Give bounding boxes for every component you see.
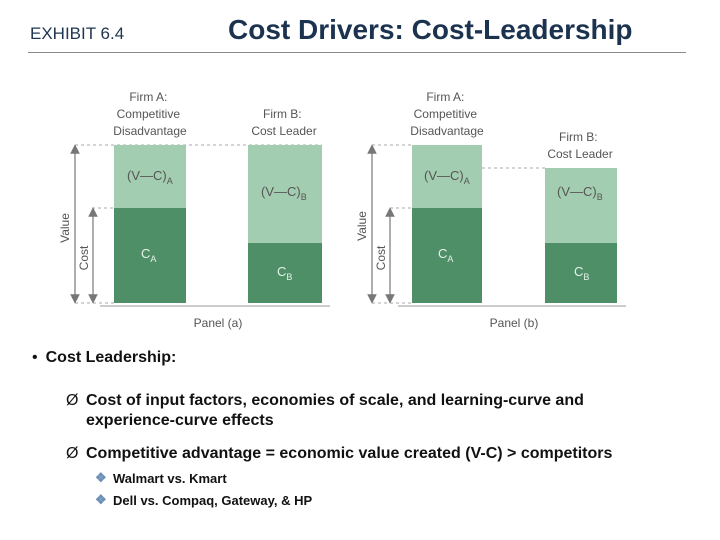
panel-b-caption: Panel (b) <box>490 316 539 330</box>
panel-a-firm-a-label: Firm A: Competitive Disadvantage <box>113 90 187 138</box>
bullet-dot-icon: • <box>32 349 38 366</box>
panel-a-c-b-label: CB <box>277 264 292 282</box>
panel-b-vc-b-label: (V—C)B <box>557 184 603 202</box>
panel-a-firm-a-value-bar <box>114 145 186 208</box>
panel-a-firm-b-label: Firm B: Cost Leader <box>251 107 316 138</box>
arrow-bullet-icon: Ø <box>66 392 79 409</box>
panel-b-c-a-label: CA <box>438 246 453 264</box>
slide-title: Cost Drivers: Cost-Leadership <box>228 14 633 45</box>
panel-a-caption: Panel (a) <box>194 316 243 330</box>
panel-b-vc-a-label: (V—C)A <box>424 168 470 186</box>
panel-a-firm-a-cost-bar <box>114 208 186 303</box>
panel-b-firm-a-cost-bar <box>412 208 482 303</box>
title-divider <box>28 52 686 53</box>
sub-sub-bullet-1-text: Walmart vs. Kmart <box>113 471 227 486</box>
panel-b-cost-axis-label: Cost <box>374 245 388 270</box>
panel-b-firm-a-value-bar <box>412 145 482 208</box>
panel-b-firm-b-label: Firm B: Cost Leader <box>547 130 612 161</box>
diamond-bullet-icon: ❖ <box>95 492 107 507</box>
sub-sub-bullet-2: ❖ Dell vs. Compaq, Gateway, & HP <box>95 492 313 508</box>
panel-a-vc-a-label: (V—C)A <box>127 168 173 186</box>
panel-b-value-axis-label: Value <box>355 211 369 241</box>
sub-bullet-1-text: Cost of input factors, economies of scal… <box>86 392 584 429</box>
arrow-bullet-icon: Ø <box>66 445 79 462</box>
sub-bullet-1: Ø Cost of input factors, economies of sc… <box>66 391 676 431</box>
panel-a-cost-axis-label: Cost <box>77 245 91 270</box>
sub-bullet-2-text: Competitive advantage = economic value c… <box>86 445 613 462</box>
sub-sub-bullet-1: ❖ Walmart vs. Kmart <box>95 470 227 486</box>
panel-a: Firm A: Competitive Disadvantage Firm B:… <box>58 90 330 330</box>
sub-sub-bullet-2-text: Dell vs. Compaq, Gateway, & HP <box>113 493 313 508</box>
panel-b: Firm A: Competitive Disadvantage Firm B:… <box>355 90 626 330</box>
sub-bullet-2: Ø Competitive advantage = economic value… <box>66 444 696 464</box>
panel-a-c-a-label: CA <box>141 246 156 264</box>
panel-a-vc-b-label: (V—C)B <box>261 184 307 202</box>
panel-b-firm-a-label: Firm A: Competitive Disadvantage <box>410 90 484 138</box>
panel-b-firm-b-cost-bar <box>545 243 617 303</box>
exhibit-label: EXHIBIT 6.4 <box>30 24 125 43</box>
cost-leadership-diagram: Firm A: Competitive Disadvantage Firm B:… <box>58 90 626 330</box>
panel-a-value-axis-label: Value <box>58 213 72 243</box>
panel-b-firm-b-value-bar <box>545 168 617 243</box>
bullet-main-text: Cost Leadership: <box>45 349 177 366</box>
panel-a-firm-b-value-bar <box>248 145 322 243</box>
panel-a-firm-b-cost-bar <box>248 243 322 303</box>
panel-b-c-b-label: CB <box>574 264 589 282</box>
bullet-main: • Cost Leadership: <box>32 349 176 367</box>
diamond-bullet-icon: ❖ <box>95 470 107 485</box>
